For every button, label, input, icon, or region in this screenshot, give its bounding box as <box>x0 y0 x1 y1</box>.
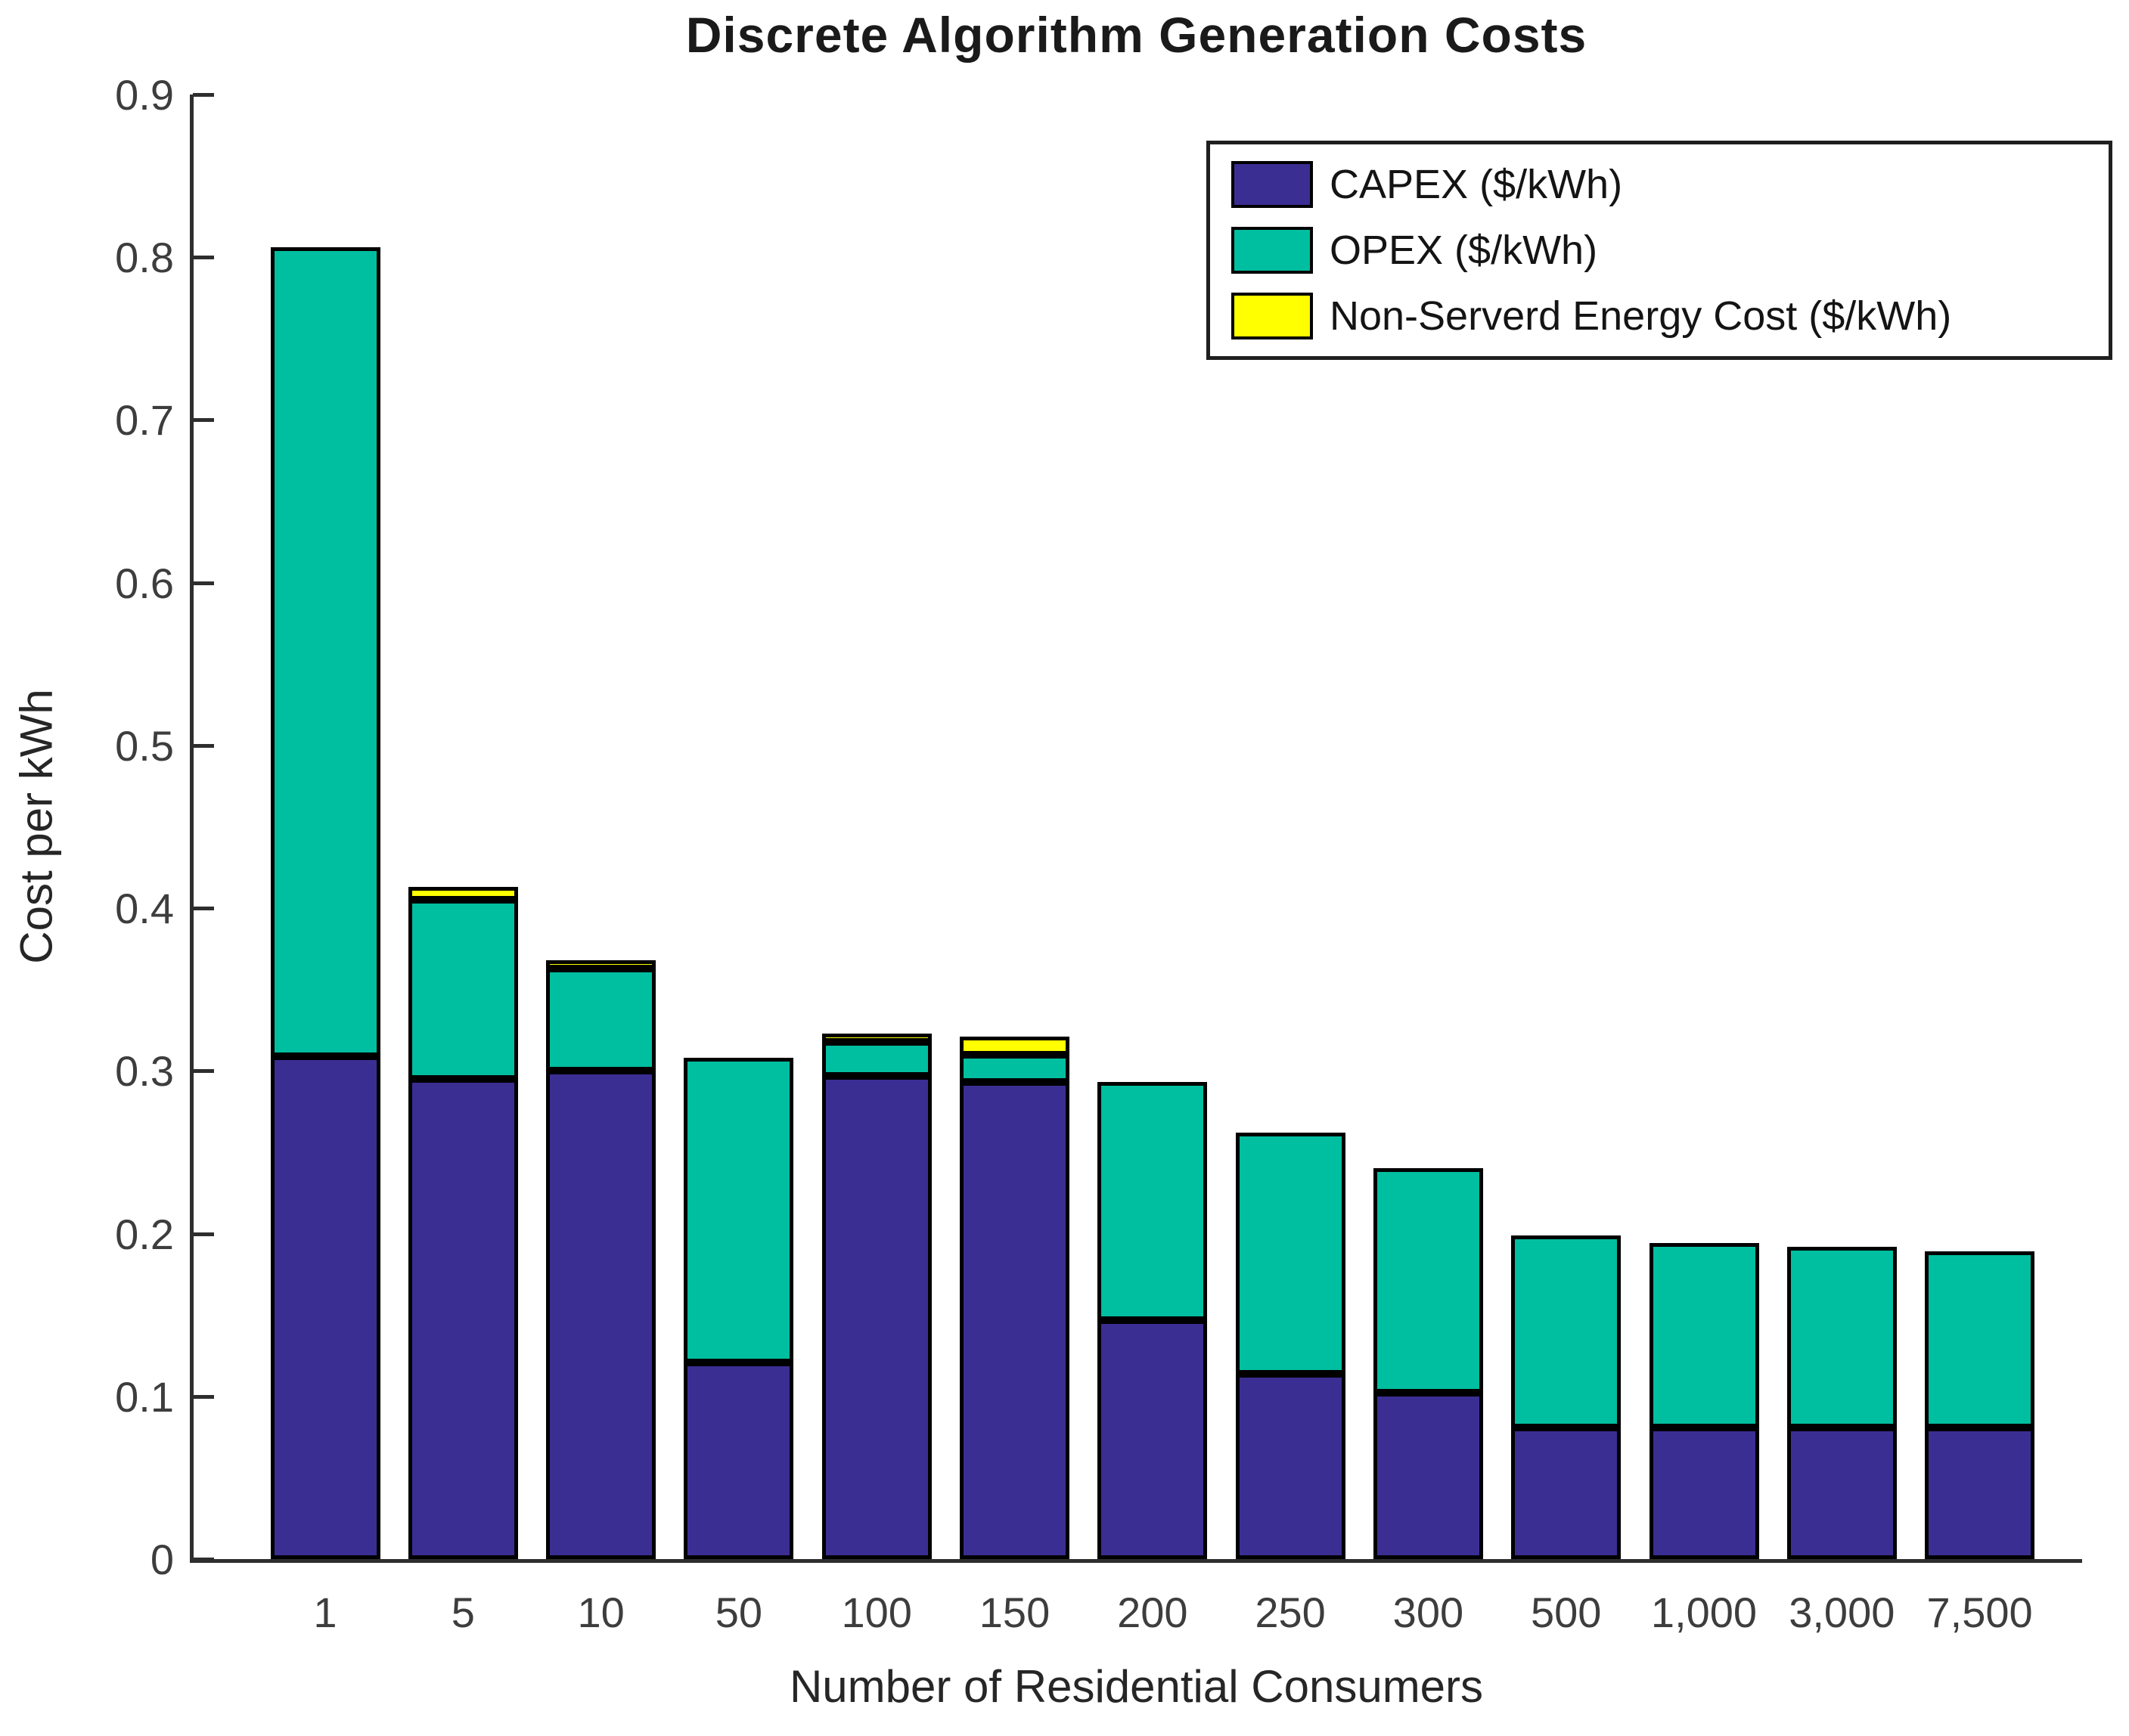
y-tick-label: 0.3 <box>115 1047 174 1096</box>
x-tick-label: 7,500 <box>1926 1589 2033 1636</box>
y-tick-label: 0.7 <box>115 396 174 445</box>
legend-label-non-served-energy: Non-Serverd Energy Cost ($/kWh) <box>1330 293 1952 339</box>
bar-segment-nse-150 <box>960 1037 1069 1055</box>
y-tick-label: 0.8 <box>115 234 174 282</box>
x-axis-spine <box>190 1559 2082 1563</box>
bar-segment-opex-300 <box>1373 1168 1483 1393</box>
bar-segment-opex-10 <box>546 968 656 1071</box>
x-tick-label: 3,000 <box>1789 1589 1895 1636</box>
y-tick <box>193 1069 214 1074</box>
x-tick-label: 250 <box>1255 1589 1326 1636</box>
bar-segment-opex-5 <box>408 900 518 1080</box>
bar-segment-opex-1,000 <box>1649 1243 1759 1428</box>
bar-segment-opex-1 <box>270 247 380 1056</box>
bar-segment-capex-7,500 <box>1925 1427 2035 1559</box>
bar-segment-opex-500 <box>1511 1235 1622 1428</box>
x-tick-label: 1 <box>313 1589 337 1636</box>
bar-segment-nse-100 <box>821 1033 932 1042</box>
bar-segment-capex-300 <box>1373 1393 1483 1559</box>
x-tick-label: 500 <box>1530 1589 1602 1636</box>
y-tick-label: 0.2 <box>115 1210 174 1258</box>
legend-label-opex: OPEX ($/kWh) <box>1330 227 1598 273</box>
bar-segment-opex-3,000 <box>1786 1246 1897 1428</box>
y-axis-spine <box>190 95 194 1563</box>
capex-swatch <box>1231 161 1313 209</box>
bar-segment-opex-200 <box>1097 1082 1208 1320</box>
bar-segment-capex-5 <box>408 1079 518 1559</box>
legend-item-opex: OPEX ($/kWh) <box>1231 226 2101 274</box>
bar-segment-capex-150 <box>960 1082 1069 1559</box>
x-tick-label: 100 <box>841 1589 912 1636</box>
x-tick-label: 300 <box>1392 1589 1464 1636</box>
bar-segment-capex-1,000 <box>1649 1427 1759 1559</box>
bar-segment-capex-500 <box>1511 1427 1622 1559</box>
legend-label-capex: CAPEX ($/kWh) <box>1330 162 1623 208</box>
bar-segment-nse-5 <box>408 887 518 901</box>
y-tick <box>193 1232 214 1236</box>
bar-segment-capex-200 <box>1097 1319 1208 1559</box>
bar-segment-opex-7,500 <box>1925 1251 2035 1428</box>
y-tick-label: 0.4 <box>115 885 174 933</box>
x-tick-label: 200 <box>1117 1589 1188 1636</box>
non-served-energy-swatch <box>1231 292 1313 339</box>
y-tick-label: 0.9 <box>115 71 174 119</box>
x-tick-label: 5 <box>451 1589 475 1636</box>
legend: CAPEX ($/kWh) OPEX ($/kWh) Non-Serverd E… <box>1206 141 2112 360</box>
y-tick-label: 0.1 <box>115 1372 174 1421</box>
legend-item-capex: CAPEX ($/kWh) <box>1231 161 2101 209</box>
bar-segment-nse-10 <box>546 959 656 969</box>
y-tick <box>193 743 214 748</box>
bar-segment-capex-50 <box>684 1362 794 1559</box>
bar-segment-opex-250 <box>1235 1133 1345 1374</box>
y-tick <box>193 907 214 911</box>
bar-segment-capex-100 <box>821 1075 932 1559</box>
y-tick <box>193 93 214 97</box>
bar-segment-opex-100 <box>821 1041 932 1076</box>
y-tick <box>193 1394 214 1399</box>
x-axis-label: Number of Residential Consumers <box>789 1661 1484 1712</box>
legend-item-non-served-energy: Non-Serverd Energy Cost ($/kWh) <box>1231 292 2101 339</box>
bar-segment-opex-50 <box>684 1058 794 1362</box>
x-tick-label: 10 <box>577 1589 625 1636</box>
y-tick <box>193 1558 214 1561</box>
bar-segment-capex-1 <box>270 1056 380 1559</box>
bar-segment-opex-150 <box>960 1054 1069 1083</box>
bar-segment-capex-250 <box>1235 1373 1345 1559</box>
chart-title: Discrete Algorithm Generation Costs <box>685 7 1587 63</box>
y-tick <box>193 581 214 585</box>
y-tick <box>193 418 214 423</box>
y-tick <box>193 256 214 260</box>
y-tick-label: 0.5 <box>115 721 174 770</box>
y-tick-label: 0 <box>150 1536 174 1583</box>
x-tick-label: 1,000 <box>1650 1589 1758 1636</box>
y-tick-label: 0.6 <box>115 559 174 607</box>
x-tick-label: 50 <box>715 1589 763 1636</box>
bar-segment-capex-10 <box>546 1071 656 1559</box>
x-tick-label: 150 <box>979 1589 1051 1636</box>
bar-segment-capex-3,000 <box>1786 1427 1897 1559</box>
opex-swatch <box>1231 226 1313 274</box>
